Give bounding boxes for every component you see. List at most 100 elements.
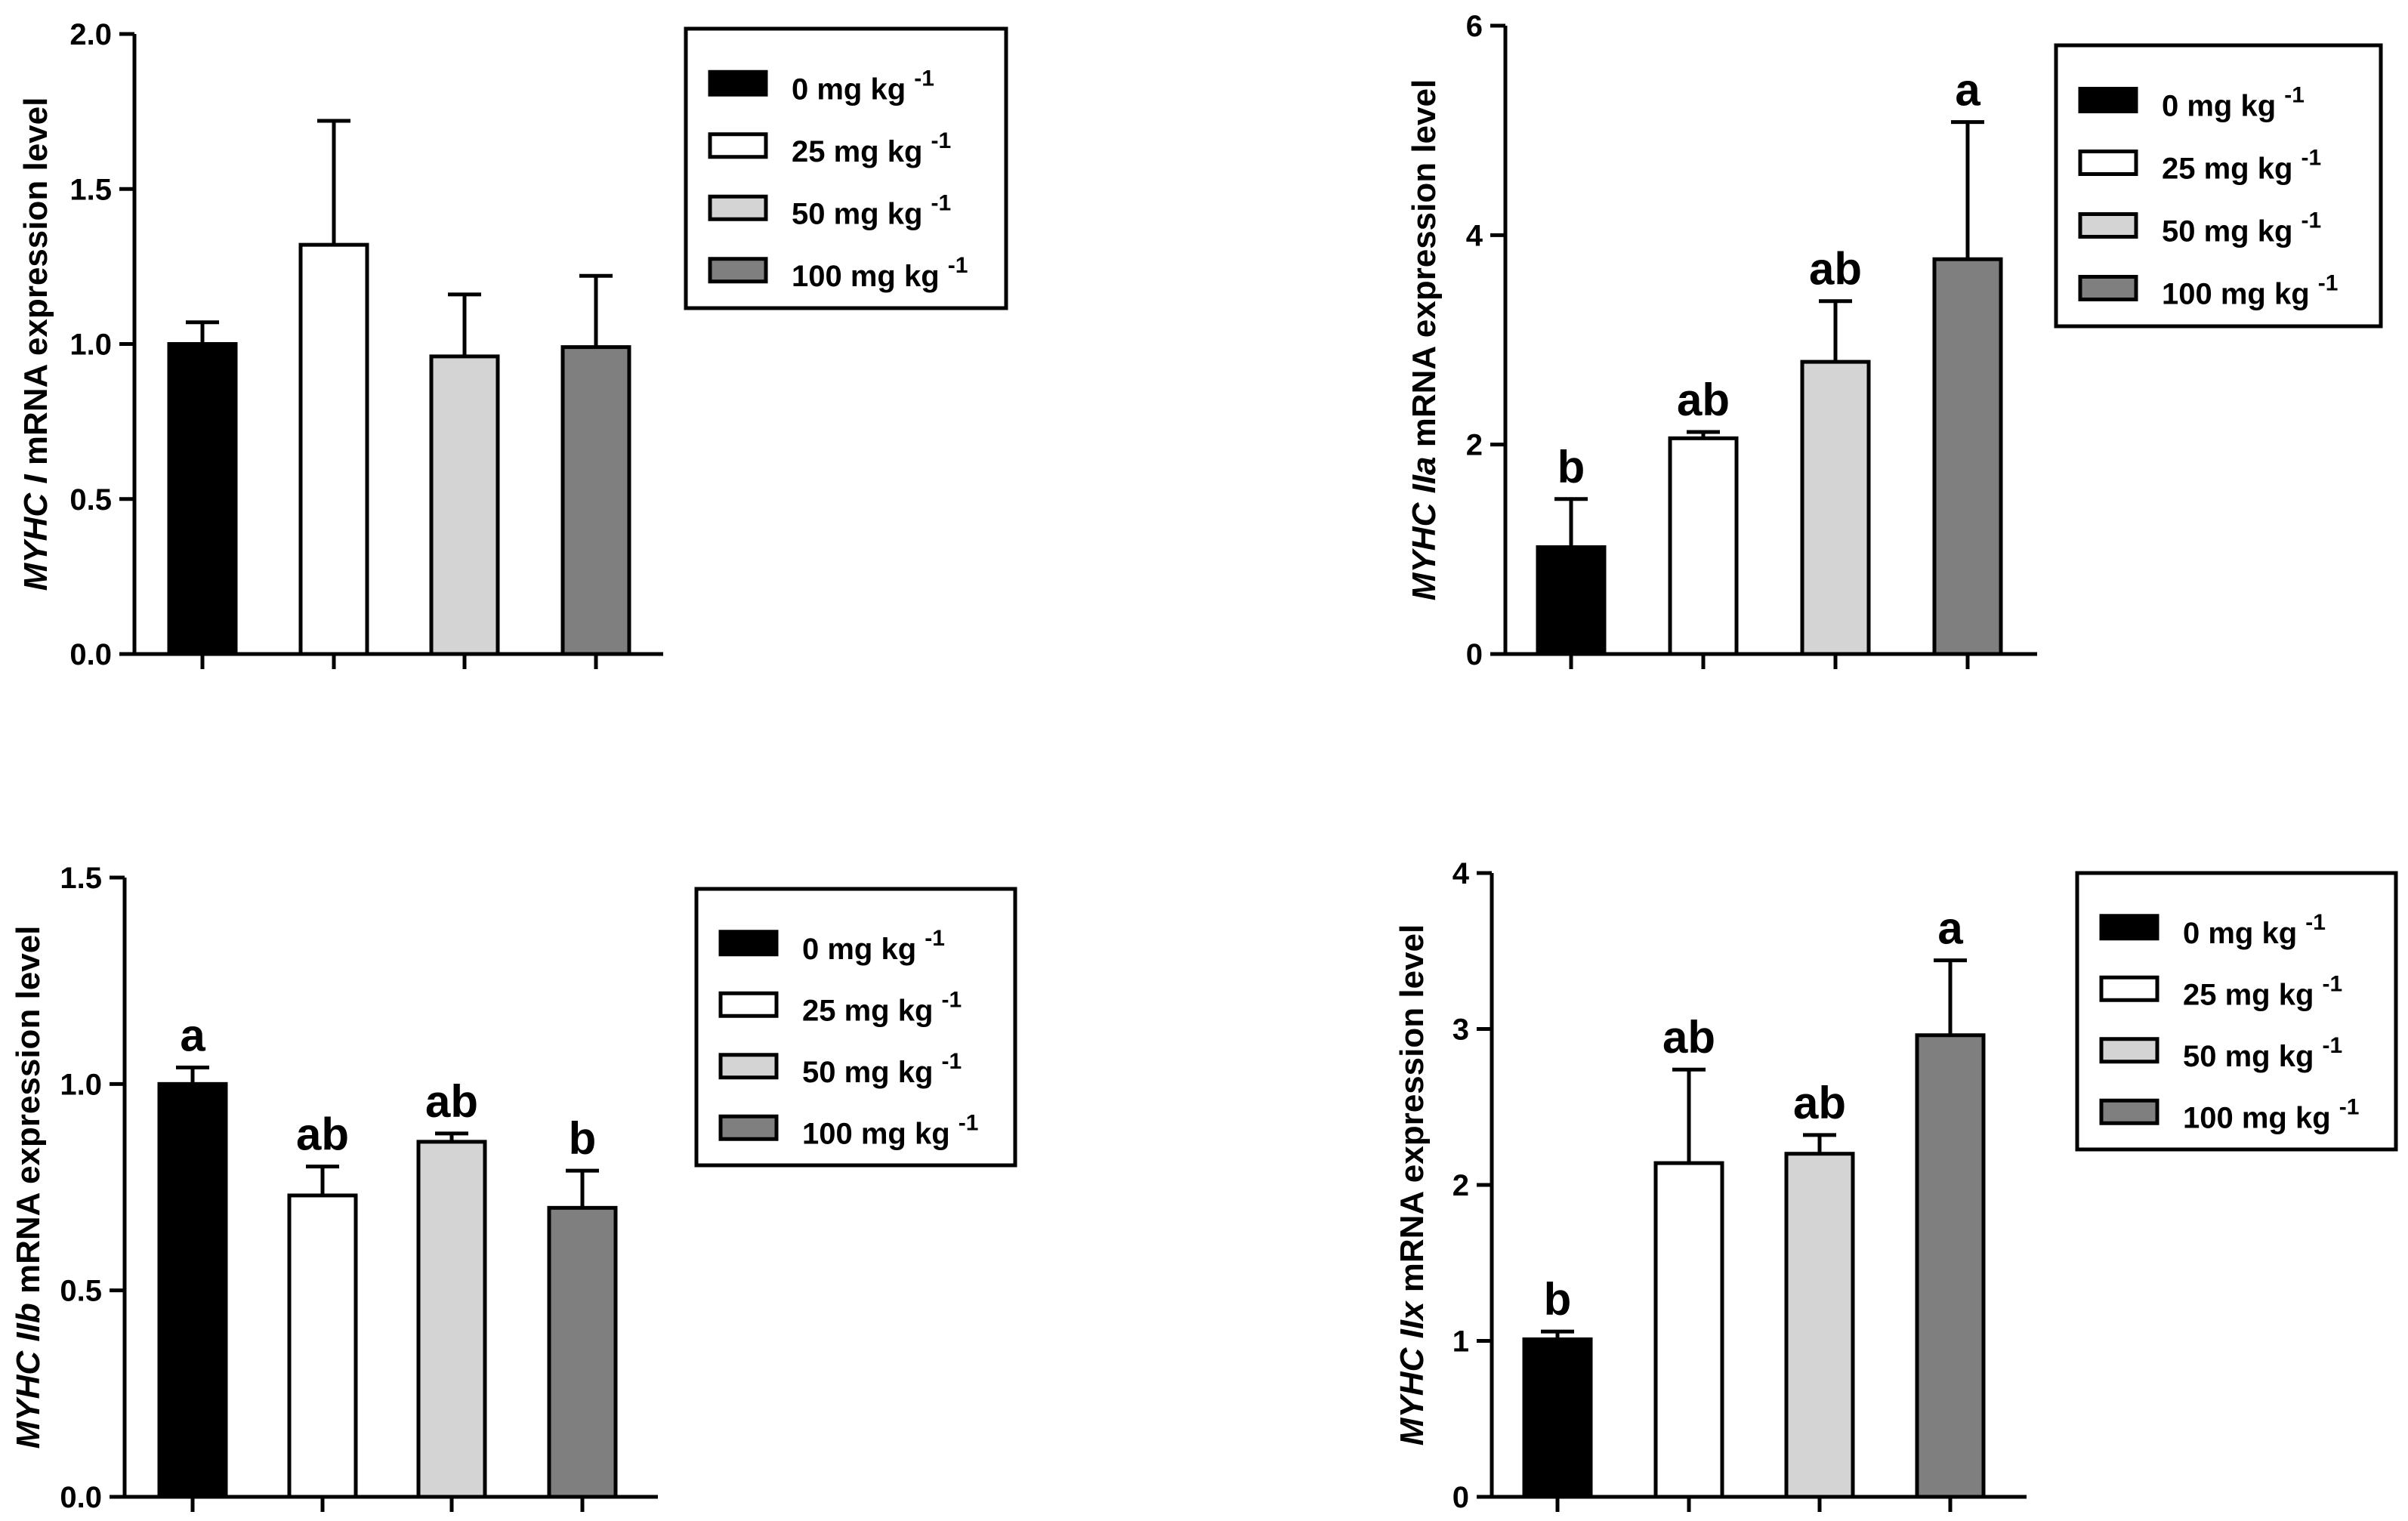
legend-label: 0 mg kg -1 — [792, 66, 934, 106]
legend-swatch — [2078, 87, 2138, 113]
legend-label-superscript: -1 — [948, 253, 968, 278]
y-axis-title-gene: MYHC IIx — [1394, 1300, 1431, 1445]
y-tick-label: 2.0 — [69, 18, 112, 51]
y-axis-title-suffix: mRNA expression level — [17, 97, 54, 475]
bar — [1522, 1337, 1593, 1499]
legend-label: 0 mg kg -1 — [802, 926, 945, 966]
y-tick-label: 0.0 — [60, 1481, 102, 1514]
legend-label-text: 0 mg kg — [802, 933, 925, 966]
bar — [157, 1081, 228, 1499]
significance-letter: b — [569, 1113, 597, 1164]
chart-panel-top-left: 0.0 0.5 1.0 1.5 2.0 MYHC I mRNA expression le… — [17, 18, 1008, 671]
bar — [416, 1140, 487, 1499]
legend-label-superscript: -1 — [931, 128, 952, 153]
legend-label-superscript: -1 — [2301, 208, 2322, 233]
y-tick-label: 0.5 — [60, 1275, 102, 1308]
legend-label: 50 mg kg -1 — [792, 190, 951, 230]
legend-label: 0 mg kg -1 — [2183, 910, 2326, 950]
legend-label: 0 mg kg -1 — [2162, 83, 2305, 123]
legend-label-superscript: -1 — [942, 1049, 962, 1074]
legend-label-text: 0 mg kg — [2183, 917, 2305, 950]
bar — [1800, 359, 1871, 656]
legend-label: 25 mg kg -1 — [2183, 971, 2342, 1011]
significance-letter: ab — [296, 1109, 349, 1160]
legend-label: 100 mg kg -1 — [2162, 271, 2338, 311]
legend-swatch — [708, 132, 768, 159]
y-tick-label: 2 — [1453, 1169, 1469, 1202]
legend-swatch — [2099, 1037, 2159, 1064]
legend-label-superscript: -1 — [2323, 971, 2343, 996]
y-tick-label: 3 — [1453, 1013, 1469, 1047]
legend-swatch — [708, 194, 768, 221]
bar — [1784, 1152, 1855, 1499]
legend-label-superscript: -1 — [2339, 1094, 2360, 1119]
legend-label-text: 25 mg kg — [792, 135, 931, 168]
significance-letter: b — [1544, 1274, 1572, 1325]
legend-swatch — [2078, 150, 2138, 176]
bar — [560, 345, 631, 656]
y-axis-title-suffix: mRNA expression level — [1406, 79, 1443, 457]
y-tick-label: 0 — [1466, 638, 1483, 671]
bar — [167, 342, 238, 656]
bar — [429, 354, 500, 656]
significance-letter: a — [180, 1010, 205, 1060]
legend-label: 100 mg kg -1 — [802, 1110, 978, 1150]
significance-letter: ab — [1662, 1012, 1715, 1063]
y-tick-label: 0.5 — [69, 483, 112, 517]
y-tick-label: 1.0 — [69, 329, 112, 362]
y-axis-title: MYHC IIb mRNA expression level — [10, 926, 47, 1449]
legend-swatch — [718, 1053, 779, 1080]
legend-label-text: 50 mg kg — [792, 197, 931, 230]
bar — [298, 242, 369, 656]
legend-label-superscript: -1 — [914, 66, 934, 91]
y-tick-label: 4 — [1453, 857, 1470, 890]
bar — [547, 1205, 618, 1499]
legend-label-text: 25 mg kg — [802, 994, 942, 1027]
y-tick-label: 1.0 — [60, 1068, 102, 1101]
legend-swatch — [708, 257, 768, 284]
legend-label: 50 mg kg -1 — [802, 1049, 962, 1089]
legend-label-superscript: -1 — [942, 987, 962, 1012]
legend-swatch — [2099, 1098, 2159, 1125]
chart-panel-bottom-left: a ab ab b 0.0 0.5 1.0 1.5 MYHC IIb mRNA expressi… — [10, 862, 1017, 1514]
legend-label-superscript: -1 — [925, 926, 945, 951]
bar — [1536, 545, 1607, 656]
legend-label-superscript: -1 — [2305, 910, 2326, 935]
y-tick-label: 0 — [1453, 1481, 1469, 1514]
significance-letter: a — [1955, 65, 1980, 116]
y-axis-title-suffix: mRNA expression level — [10, 926, 47, 1303]
legend-label-text: 50 mg kg — [2162, 215, 2301, 248]
legend-label: 25 mg kg -1 — [792, 128, 951, 168]
legend-label-superscript: -1 — [2284, 83, 2305, 108]
legend-label-superscript: -1 — [959, 1110, 979, 1135]
bar — [1653, 1161, 1724, 1499]
legend-label-text: 0 mg kg — [2162, 90, 2284, 123]
legend-label-text: 100 mg kg — [792, 260, 948, 293]
legend-label: 50 mg kg -1 — [2162, 208, 2321, 248]
legend-label-text: 25 mg kg — [2183, 978, 2323, 1011]
significance-letter: ab — [425, 1076, 478, 1127]
significance-letter: ab — [1677, 375, 1730, 425]
y-axis-title-gene: MYHC IIb — [10, 1303, 47, 1448]
legend-swatch — [2078, 275, 2138, 301]
significance-letter: ab — [1793, 1078, 1846, 1128]
chart-panel-top-right: b ab ab a 0 2 4 6 MYHC IIa mRNA expression level… — [1406, 10, 2383, 671]
y-tick-label: 6 — [1466, 10, 1483, 43]
y-axis-title: MYHC IIa mRNA expression level — [1406, 79, 1443, 600]
y-axis-title-suffix: mRNA expression level — [1394, 924, 1431, 1302]
y-tick-label: 1.5 — [60, 862, 102, 895]
legend-label: 100 mg kg -1 — [2183, 1094, 2359, 1134]
y-axis-title-gene: MYHC IIa — [1406, 456, 1443, 600]
y-tick-label: 1 — [1453, 1325, 1469, 1359]
legend-label-text: 25 mg kg — [2162, 153, 2301, 186]
y-tick-label: 1.5 — [69, 173, 112, 206]
y-axis-title-gene: MYHC I — [17, 474, 54, 591]
bar — [1915, 1033, 1986, 1499]
legend-label-text: 50 mg kg — [802, 1056, 942, 1089]
chart-panel-bottom-right: b ab ab a 0 1 2 3 4 MYHC IIx mRNA expression leve… — [1394, 857, 2398, 1514]
y-tick-label: 4 — [1466, 219, 1483, 252]
legend-label-text: 100 mg kg — [2183, 1101, 2339, 1134]
